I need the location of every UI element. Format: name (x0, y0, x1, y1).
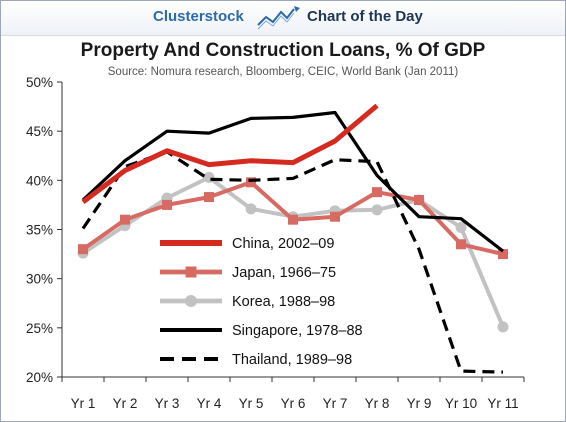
data-point (414, 195, 424, 205)
legend-marker (185, 295, 197, 307)
x-tick-label: Yr 1 (71, 396, 96, 411)
data-point (246, 177, 256, 188)
y-tick-label: 50% (26, 75, 53, 90)
x-tick-label: Yr 5 (239, 396, 264, 411)
x-tick-label: Yr 7 (323, 396, 348, 411)
legend-label: Korea, 1988–98 (232, 294, 335, 310)
x-tick-label: Yr 3 (155, 396, 180, 411)
data-point (456, 239, 466, 250)
line-chart-icon (257, 6, 300, 30)
data-point (330, 211, 340, 222)
x-tick-label: Yr 10 (445, 396, 477, 411)
x-tick-label: Yr 4 (197, 396, 222, 411)
x-tick-label: Yr 2 (113, 396, 138, 411)
legend-label: Thailand, 1989–98 (232, 352, 352, 368)
series-line (81, 103, 379, 204)
x-tick-label: Yr 6 (281, 396, 306, 411)
data-point (245, 203, 257, 215)
chart-title: Property And Construction Loans, % Of GD… (80, 40, 486, 61)
legend-label: Japan, 1966–75 (232, 265, 336, 281)
chart-subtitle: Source: Nomura research, Bloomberg, CEIC… (107, 66, 459, 78)
y-tick-label: 30% (26, 272, 53, 287)
data-point (288, 214, 298, 225)
data-point (498, 249, 508, 260)
legend-label: China, 2002–09 (232, 236, 334, 252)
header-banner: Clusterstock Chart of the Day (1, 1, 565, 36)
data-point (455, 222, 467, 234)
data-point (371, 204, 383, 216)
y-tick-label: 35% (26, 223, 53, 238)
series-line (81, 150, 504, 374)
data-point (203, 171, 215, 183)
legend-label: Singapore, 1978–88 (232, 323, 363, 339)
brand-name[interactable]: Clusterstock (153, 8, 244, 25)
series-line (81, 110, 504, 253)
data-point (162, 199, 172, 210)
data-point (204, 192, 214, 203)
y-tick-label: 25% (26, 321, 53, 336)
data-point (497, 321, 509, 333)
y-tick-label: 45% (26, 124, 53, 139)
data-point (78, 244, 88, 255)
chart-of-the-day-label: Chart of the Day (307, 8, 423, 25)
y-tick-label: 40% (26, 173, 53, 188)
y-tick-label: 20% (26, 370, 53, 385)
x-tick-label: Yr 8 (365, 396, 390, 411)
data-point (120, 214, 130, 225)
data-point (372, 187, 382, 198)
x-tick-label: Yr 9 (407, 396, 432, 411)
x-tick-label: Yr 11 (487, 396, 518, 411)
legend-marker (185, 266, 197, 278)
